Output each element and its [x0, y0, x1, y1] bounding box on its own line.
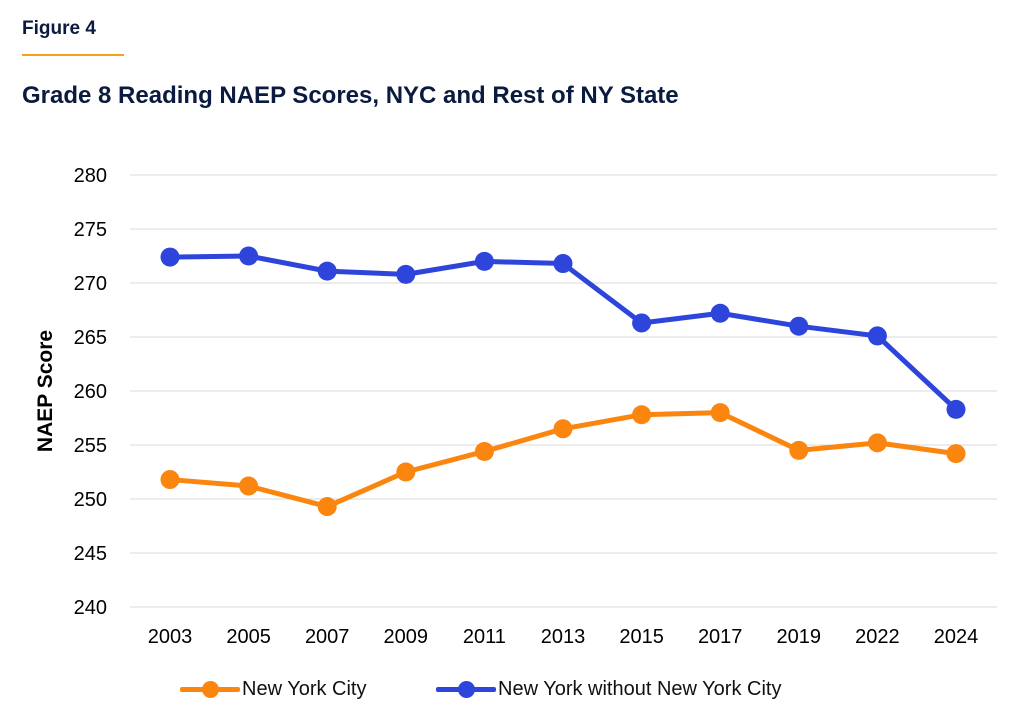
x-tick-label: 2009 [384, 626, 429, 648]
data-point [789, 440, 809, 460]
y-tick-label: 275 [74, 219, 107, 241]
x-tick-label: 2011 [463, 626, 506, 648]
y-tick-label: 255 [74, 435, 107, 457]
data-point [396, 264, 416, 284]
data-point [317, 497, 337, 517]
y-axis-label: NAEP Score [34, 330, 57, 452]
y-tick-label: 280 [74, 165, 107, 187]
series-nyc [160, 403, 966, 517]
data-point [474, 251, 494, 271]
data-point [160, 470, 180, 490]
x-tick-label: 2024 [934, 626, 979, 648]
data-point [789, 316, 809, 336]
data-point [946, 444, 966, 464]
x-tick-label: 2015 [619, 626, 664, 648]
legend-item-nyc: New York City [180, 674, 367, 704]
figure-label-underline [22, 54, 124, 56]
legend: New York City New York without New York … [0, 674, 1025, 704]
data-point [710, 403, 730, 423]
x-tick-label: 2017 [698, 626, 743, 648]
y-tick-label: 240 [74, 597, 107, 619]
series-layer [160, 246, 966, 517]
y-tick-label: 260 [74, 381, 107, 403]
data-point [474, 441, 494, 461]
y-tick-label: 250 [74, 489, 107, 511]
x-axis-ticks: 2003 2005 2007 2009 2011 2013 2015 2017 2019 2022… [148, 626, 979, 648]
series-line [167, 253, 959, 412]
x-tick-label: 2013 [541, 626, 586, 648]
y-tick-label: 270 [74, 273, 107, 295]
data-point [867, 433, 887, 453]
x-tick-label: 2022 [855, 626, 900, 648]
y-tick-label: 265 [74, 327, 107, 349]
data-point [553, 419, 573, 439]
x-tick-label: 2007 [305, 626, 350, 648]
data-point [553, 254, 573, 274]
x-tick-label: 2019 [777, 626, 822, 648]
line-chart: 240 245 250 255 260 265 270 275 280 2003 2005 2007… [34, 165, 997, 648]
gridlines [130, 174, 997, 608]
data-point [946, 399, 966, 419]
legend-label-rest-of-state: New York without New York City [498, 677, 782, 700]
legend-swatch-rest-of-state [436, 674, 496, 704]
legend-label-nyc: New York City [242, 677, 367, 700]
data-point [160, 247, 180, 267]
data-point [867, 326, 887, 346]
data-point [396, 462, 416, 482]
legend-swatch-nyc [180, 674, 240, 704]
data-point [632, 405, 652, 425]
y-tick-label: 245 [74, 543, 107, 565]
data-point [239, 476, 259, 496]
x-tick-label: 2003 [148, 626, 193, 648]
data-point [239, 246, 259, 266]
legend-item-rest-of-state: New York without New York City [436, 674, 781, 704]
data-point [632, 313, 652, 333]
y-axis-ticks: 240 245 250 255 260 265 270 275 280 [74, 165, 107, 619]
series-rest-of-state [160, 246, 966, 419]
figure-label: Figure 4 [22, 18, 96, 39]
chart-title: Grade 8 Reading NAEP Scores, NYC and Res… [22, 82, 679, 109]
x-tick-label: 2005 [226, 626, 271, 648]
data-point [317, 261, 337, 281]
data-point [710, 303, 730, 323]
